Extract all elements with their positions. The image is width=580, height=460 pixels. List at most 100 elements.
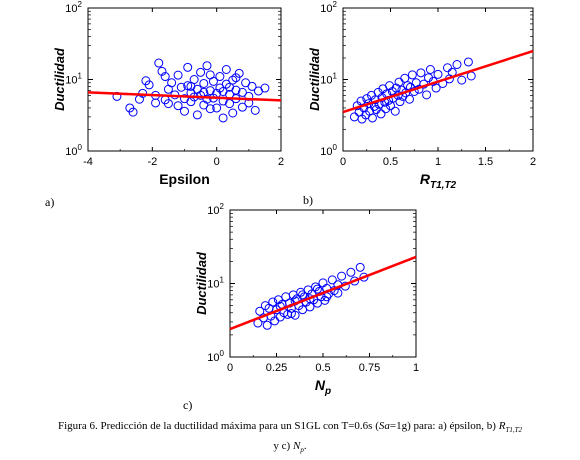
data-point xyxy=(218,113,228,123)
caption-r: R xyxy=(498,420,506,432)
scatter-chart-rt1t2: 100 101 102 0 0.5 1 1.5 2 Ductilidad RT1,T2 xyxy=(307,0,536,191)
regression-line xyxy=(229,255,417,331)
x-tick-label: 0.5 xyxy=(383,156,398,168)
x-axis-label: RT1,T2 xyxy=(420,171,457,191)
data-point xyxy=(202,61,212,71)
x-tick-label: 2 xyxy=(530,156,536,168)
plot-frame xyxy=(229,209,417,358)
data-point xyxy=(237,102,247,112)
data-point xyxy=(196,90,206,100)
data-point xyxy=(346,267,356,277)
data-point xyxy=(433,69,443,79)
regression-line xyxy=(87,91,282,102)
data-point xyxy=(359,272,369,282)
panel-label-c: c) xyxy=(183,398,193,412)
data-point xyxy=(422,90,432,100)
regression-line xyxy=(342,49,534,114)
data-point xyxy=(312,284,322,294)
caption-line2-suffix: . xyxy=(303,440,307,453)
chart-panel-c: 100 101 102 0 0.25 0.5 0.75 1 Ductilidad Np xyxy=(170,200,430,400)
data-point xyxy=(199,78,209,88)
data-point xyxy=(205,104,215,114)
data-point xyxy=(186,81,196,91)
data-point xyxy=(183,62,193,72)
data-point xyxy=(173,70,183,80)
data-point xyxy=(390,106,400,116)
data-point xyxy=(385,81,395,91)
data-point xyxy=(128,107,138,117)
chart-panel-b: 100 101 102 0 0.5 1 1.5 2 Ductilidad RT1,T2 xyxy=(295,0,580,200)
y-axis-label: Ductilidad xyxy=(194,251,209,315)
data-point xyxy=(212,103,222,113)
data-point xyxy=(286,309,296,319)
data-point xyxy=(425,64,435,74)
data-point xyxy=(244,91,254,101)
data-point xyxy=(376,109,386,119)
data-point xyxy=(333,288,343,298)
data-point xyxy=(225,99,235,109)
data-point xyxy=(260,83,270,93)
x-axis-label: Epsilon xyxy=(159,171,210,187)
caption-line-1: Figura 6. Predicción de la ductilidad má… xyxy=(0,418,580,438)
y-tick-label: 100 xyxy=(65,143,82,158)
data-point xyxy=(231,73,241,83)
data-point xyxy=(250,105,260,115)
data-point xyxy=(157,66,167,76)
plot-frame xyxy=(342,7,534,152)
x-tick-label: 0 xyxy=(227,362,233,374)
x-tick-label: 0 xyxy=(214,156,220,168)
caption-r-sub: T1,T2 xyxy=(505,426,522,435)
caption-sa: Sa xyxy=(378,420,390,432)
caption-np: N xyxy=(292,440,301,453)
y-tick-label: 102 xyxy=(65,0,82,15)
data-point xyxy=(381,104,391,114)
data-point xyxy=(205,70,215,80)
data-point xyxy=(262,320,272,330)
data-point xyxy=(395,97,405,107)
data-point xyxy=(160,72,170,82)
x-tick-label: 0.5 xyxy=(315,362,330,374)
data-point xyxy=(457,75,467,85)
data-point xyxy=(327,275,337,285)
caption-mid: =1g) para: a) épsilon, b) xyxy=(389,420,499,432)
data-point xyxy=(167,78,177,88)
caption-line2-prefix: y c) xyxy=(273,440,293,453)
data-point xyxy=(362,94,372,104)
x-tick-label: 2 xyxy=(278,156,284,168)
data-point xyxy=(431,83,441,93)
data-point xyxy=(367,113,377,123)
data-point xyxy=(443,63,452,73)
y-tick-label: 102 xyxy=(207,202,224,217)
data-point xyxy=(176,82,186,92)
y-tick-label: 101 xyxy=(207,276,224,291)
y-tick-label: 100 xyxy=(320,143,337,158)
data-point xyxy=(192,110,202,120)
y-tick-label: 100 xyxy=(207,349,224,364)
chart-panel-a: 100 101 102 -4 -2 0 2 Ductilidad Epsilon xyxy=(0,0,295,200)
data-point xyxy=(154,58,164,68)
data-point xyxy=(221,79,231,89)
data-point xyxy=(405,94,414,104)
x-tick-label: 0 xyxy=(340,156,346,168)
data-point xyxy=(255,306,265,316)
data-points xyxy=(349,57,476,124)
data-point xyxy=(298,290,308,300)
data-point xyxy=(247,81,257,91)
data-point xyxy=(237,87,247,97)
data-point xyxy=(407,70,417,80)
data-point xyxy=(416,68,426,78)
data-point xyxy=(355,262,365,272)
data-point xyxy=(163,99,173,109)
scatter-chart-epsilon: 100 101 102 -4 -2 0 2 Ductilidad Epsilon xyxy=(52,0,284,187)
data-point xyxy=(225,82,235,92)
data-point xyxy=(268,297,278,307)
data-point xyxy=(180,106,189,116)
y-tick-label: 101 xyxy=(65,72,82,87)
caption-line-2: y c) Np. xyxy=(0,438,580,458)
data-point xyxy=(221,64,231,74)
x-tick-label: 0.25 xyxy=(266,362,287,374)
data-point xyxy=(215,72,225,82)
y-axis-label: Ductilidad xyxy=(52,47,67,111)
data-point xyxy=(183,81,193,91)
x-tick-label: -2 xyxy=(147,156,157,168)
